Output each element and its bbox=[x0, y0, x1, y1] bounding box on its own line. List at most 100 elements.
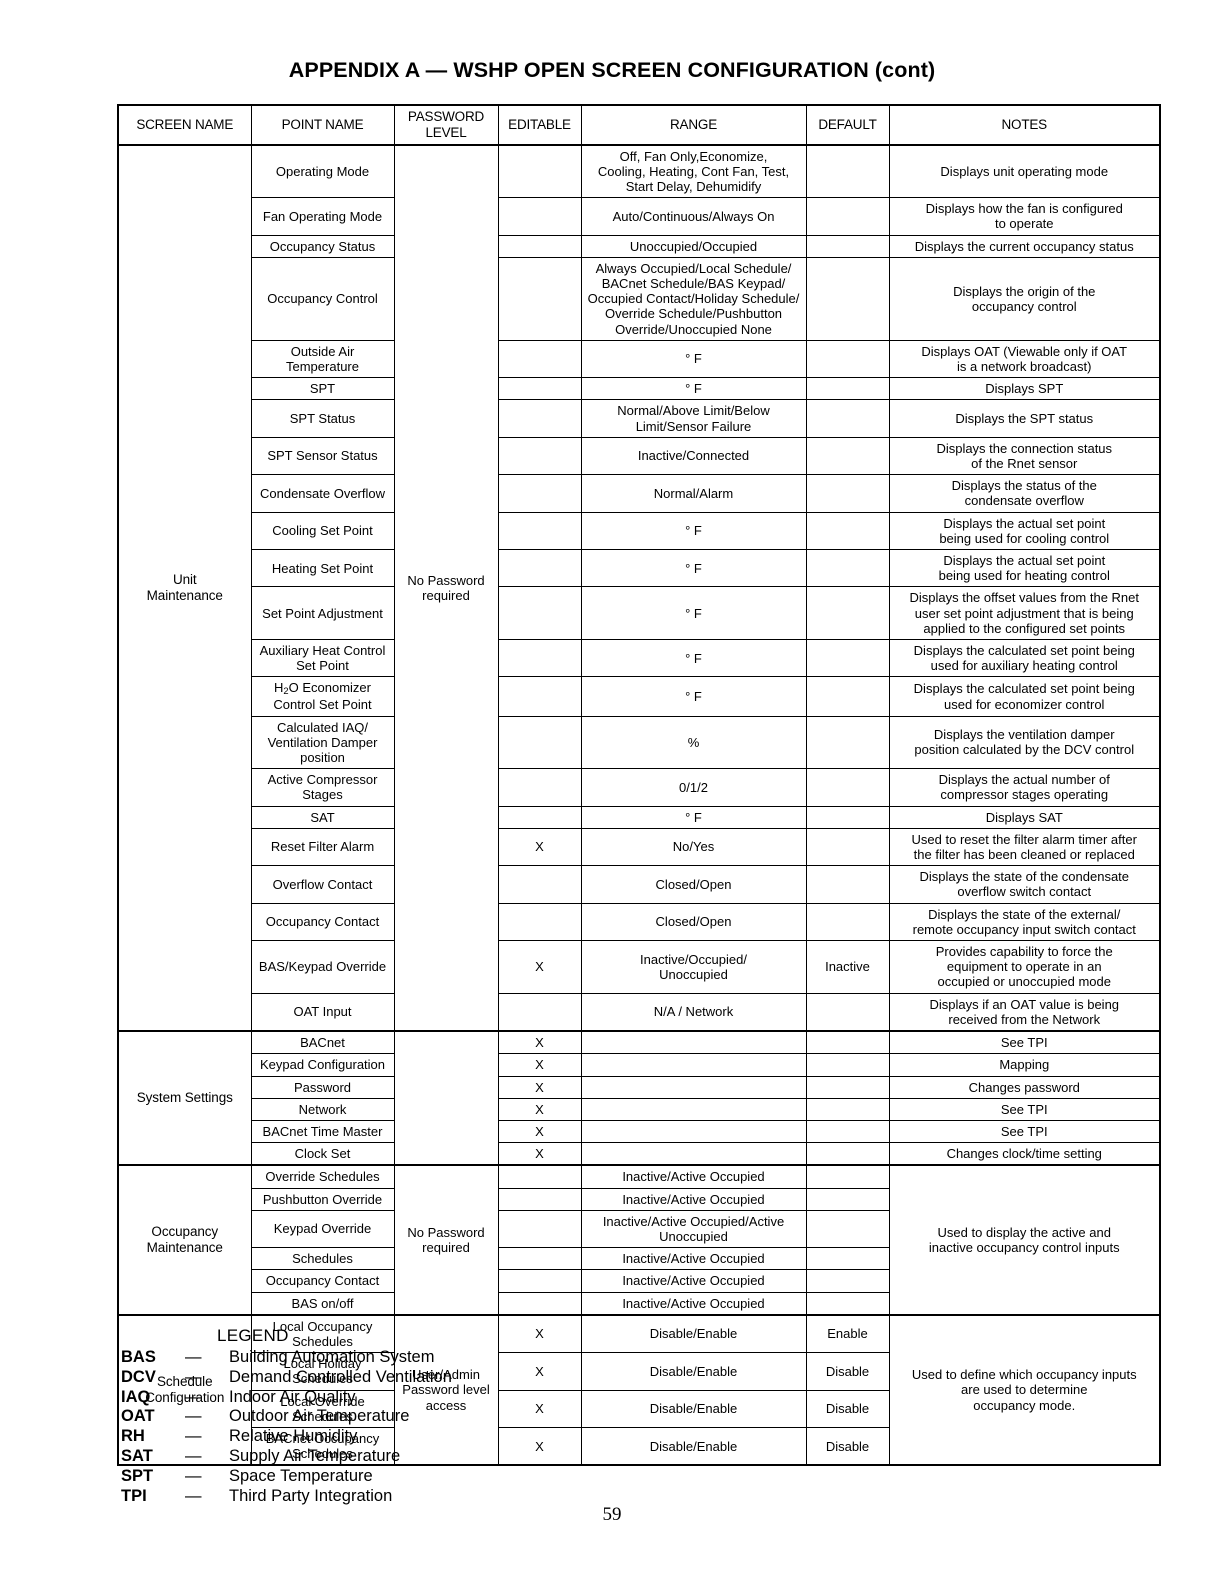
table-body: Unit Maintenance Operating Mode No Password… bbox=[117, 143, 1161, 1466]
table-row: Keypad Override Inactive/Active Occupied/… bbox=[118, 1209, 1160, 1249]
range-cell bbox=[580, 1119, 807, 1144]
notes-cell: Used to reset the filter alarm timer aft… bbox=[888, 827, 1161, 867]
legend-abbreviation: DCV bbox=[121, 1367, 156, 1386]
column-header-notes: NOTES bbox=[888, 104, 1161, 146]
notes-cell: Changes clock/time setting bbox=[888, 1142, 1161, 1166]
legend-dash: — bbox=[185, 1486, 202, 1505]
editable-cell bbox=[497, 511, 582, 551]
default-cell bbox=[805, 474, 890, 513]
editable-cell bbox=[497, 256, 582, 341]
editable-cell: X bbox=[497, 1142, 582, 1166]
default-cell bbox=[805, 1142, 890, 1166]
editable-cell: X bbox=[497, 1119, 582, 1144]
notes-cell: See TPI bbox=[888, 1119, 1161, 1144]
editable-cell: X bbox=[497, 1030, 582, 1055]
point-name-cell: BACnet bbox=[250, 1030, 395, 1055]
screen-name-cell: System Settings bbox=[117, 1030, 252, 1166]
range-cell: Normal/Alarm bbox=[580, 474, 807, 513]
table-row: Occupancy Control Always Occupied/Local S… bbox=[118, 256, 1161, 341]
range-cell: Inactive/Active Occupied bbox=[580, 1247, 807, 1271]
editable-cell: X bbox=[497, 1313, 582, 1354]
point-name-cell: SPT Status bbox=[250, 399, 395, 438]
range-cell: ° F bbox=[580, 511, 807, 551]
range-cell: Normal/Above Limit/Below Limit/Sensor Fai… bbox=[580, 399, 807, 438]
password-level-cell: No Password required bbox=[393, 143, 499, 1032]
table-row: H2O Economizer Control Set Point ° F Displa… bbox=[118, 676, 1161, 717]
notes-cell: Displays the status of the condensate ove… bbox=[888, 474, 1161, 513]
editable-cell bbox=[497, 549, 582, 588]
range-cell: Inactive/Connected bbox=[580, 436, 807, 476]
table-row: Overflow Contact Closed/Open Displays the … bbox=[118, 865, 1161, 904]
editable-cell bbox=[497, 339, 582, 379]
column-header-point-name: POINT NAME bbox=[250, 104, 395, 146]
point-name-cell: Local Override Schedules bbox=[250, 1389, 395, 1428]
legend-dash: — bbox=[185, 1348, 202, 1366]
editable-cell: X bbox=[497, 1097, 582, 1121]
editable-cell bbox=[497, 639, 582, 678]
range-cell: ° F bbox=[580, 639, 807, 678]
editable-cell bbox=[497, 586, 582, 641]
default-cell bbox=[805, 1269, 890, 1293]
legend-row: SPT — Space Temperature bbox=[117, 1467, 452, 1487]
default-cell bbox=[805, 549, 890, 588]
range-cell: ° F bbox=[580, 549, 807, 588]
point-name-cell: Heating Set Point bbox=[250, 549, 395, 588]
notes-cell: Displays the actual set point being used … bbox=[888, 549, 1161, 588]
table-row: Unit Maintenance Operating Mode No Password… bbox=[117, 143, 1161, 1032]
editable-cell bbox=[497, 1164, 582, 1189]
notes-cell: Provides capability to force the equipmen… bbox=[888, 940, 1161, 994]
point-name-cell: BAS on/off bbox=[250, 1291, 395, 1316]
point-name-cell: SPT bbox=[250, 377, 395, 401]
editable-cell: X bbox=[497, 1426, 582, 1466]
point-name-cell: OAT Input bbox=[250, 992, 395, 1032]
default-cell bbox=[805, 256, 890, 341]
default-cell bbox=[805, 715, 890, 770]
notes-cell: Displays the calculated set point being u… bbox=[888, 676, 1161, 717]
password-level-cell: User/Admin Password level access bbox=[393, 1313, 499, 1466]
point-name-cell: H2O Economizer Control Set Point bbox=[250, 676, 395, 717]
legend-row: TPI — Third Party Integration bbox=[117, 1487, 452, 1507]
table-row: BACnet Occupancy Schedules X Disable/Enable… bbox=[118, 1426, 1160, 1466]
default-cell bbox=[805, 436, 890, 476]
legend-row: RH — Relative Humidity bbox=[117, 1427, 452, 1447]
range-cell: ° F bbox=[580, 805, 807, 829]
point-name-cell: BACnet Time Master bbox=[250, 1119, 395, 1144]
point-name-cell: BAS/Keypad Override bbox=[250, 940, 395, 994]
table-header-row: SCREEN NAME POINT NAME PASSWORD LEVEL ED… bbox=[117, 104, 1161, 146]
default-cell bbox=[805, 1164, 890, 1189]
table-row: Active Compressor Stages 0/1/2 Displays the… bbox=[118, 768, 1161, 807]
default-cell bbox=[805, 1291, 890, 1316]
notes-cell: Displays how the fan is configured to ope… bbox=[888, 197, 1161, 236]
editable-cell bbox=[497, 1269, 582, 1293]
range-cell: Disable/Enable bbox=[580, 1389, 807, 1428]
point-name-cell: Occupancy Status bbox=[250, 234, 395, 258]
range-cell: Unoccupied/Occupied bbox=[580, 234, 807, 258]
point-name-cell: Network bbox=[250, 1097, 395, 1121]
table-row: SAT ° F Displays SAT bbox=[118, 805, 1161, 829]
notes-cell: Changes password bbox=[888, 1075, 1161, 1099]
legend-abbreviation: IAQ bbox=[121, 1387, 151, 1406]
notes-cell: Displays the ventilation damper position … bbox=[888, 715, 1161, 770]
table-row: Local Holiday Schedules X Disable/Enable Dis… bbox=[118, 1352, 1160, 1391]
default-cell bbox=[805, 1119, 890, 1144]
page-title: APPENDIX A — WSHP OPEN SCREEN CONFIGURAT… bbox=[288, 58, 936, 82]
legend-table: BAS — Building Automation System DCV — Demand… bbox=[117, 1348, 452, 1506]
range-cell: ° F bbox=[580, 339, 807, 379]
legend-description: Relative Humidity bbox=[229, 1427, 358, 1446]
table-row: Occupancy Maintenance Override Schedules No… bbox=[117, 1164, 1161, 1316]
legend-description: Demand Controlled Ventilation bbox=[229, 1367, 452, 1386]
notes-cell: Displays if an OAT value is being receive… bbox=[888, 992, 1161, 1032]
default-cell: Disable bbox=[805, 1352, 890, 1391]
notes-cell: Mapping bbox=[888, 1053, 1161, 1077]
notes-cell: Displays the state of the external/remot… bbox=[888, 902, 1161, 942]
notes-cell: Displays SPT bbox=[888, 377, 1161, 401]
table-row: OAT Input N/A / Network Displays if an OAT… bbox=[118, 992, 1161, 1032]
range-cell: Inactive/Occupied/Unoccupied bbox=[580, 940, 807, 994]
table-row: BACnet Time Master X See TPI bbox=[118, 1119, 1161, 1144]
default-cell bbox=[805, 1209, 890, 1249]
point-name-cell: Occupancy Contact bbox=[250, 1269, 395, 1293]
point-name-cell: Occupancy Contact bbox=[250, 902, 395, 942]
range-cell: Off, Fan Only,Economize, Cooling, Heating… bbox=[580, 143, 807, 199]
notes-cell: Displays the SPT status bbox=[888, 399, 1161, 438]
point-name-cell: Reset Filter Alarm bbox=[250, 827, 395, 867]
